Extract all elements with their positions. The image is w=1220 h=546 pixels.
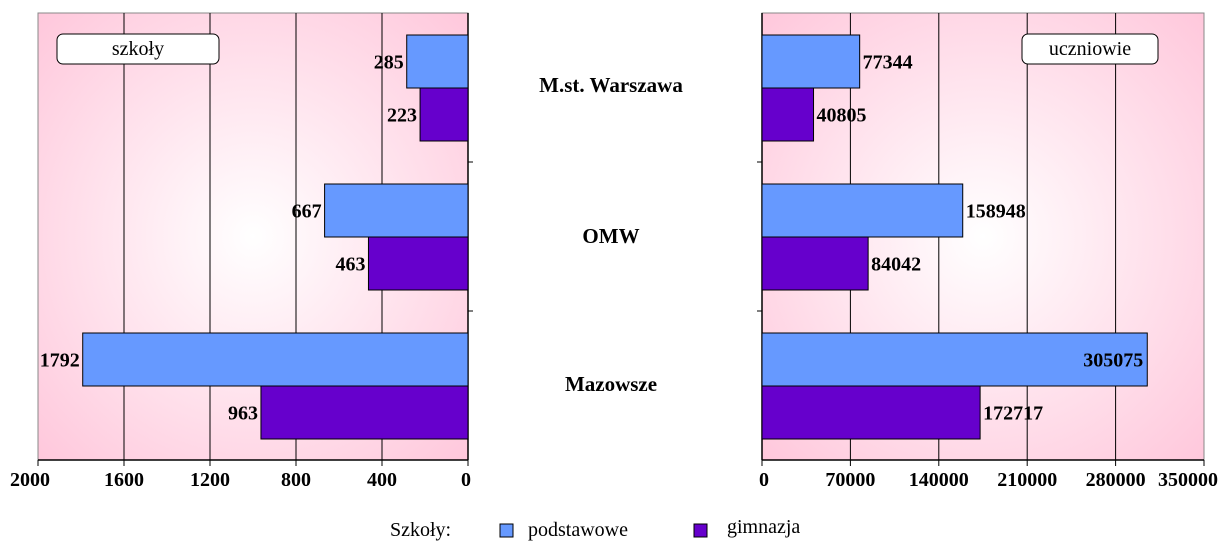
right-x-tick-labels: 0 70000 140000 210000 280000 350000 [759, 469, 1218, 491]
right-bar-label-m-st-warszawa-gimnazja: 40805 [817, 105, 867, 127]
left-bar-label-m-st-warszawa-gimnazja: 223 [387, 105, 417, 127]
category-labels: M.st. Warszawa OMW Mazowsze [539, 73, 683, 396]
right-x-tick-0: 0 [759, 469, 769, 491]
right-bar-label-mazowsze-gimnazja: 172717 [983, 403, 1043, 425]
right-bar-mazowsze-gimnazja [761, 385, 981, 440]
left-bar-label-omw-podstawowe: 667 [292, 201, 322, 223]
category-label-warszawa: M.st. Warszawa [539, 73, 683, 97]
left-bar-label-mazowsze-podstawowe: 1792 [40, 350, 80, 372]
legend-swatch-podstawowe [499, 523, 514, 538]
left-bar-m-st-warszawa-gimnazja [419, 87, 469, 142]
right-bar-m-st-warszawa-gimnazja [761, 87, 815, 142]
right-chart-title: uczniowie [1049, 38, 1131, 60]
left-bar-omw-gimnazja [367, 236, 469, 291]
left-x-tick-labels: 2000 1600 1200 800 400 0 [10, 469, 471, 491]
category-label-mazowsze: Mazowsze [565, 372, 657, 396]
right-bar-m-st-warszawa-podstawowe [761, 34, 861, 89]
legend: Szkoły: podstawowe gimnazja [390, 516, 800, 541]
right-bar-omw-podstawowe [761, 183, 964, 238]
right-bar-omw-gimnazja [761, 236, 869, 291]
left-bar-mazowsze-gimnazja [260, 385, 469, 440]
left-x-tick-400: 400 [367, 469, 397, 491]
legend-label-gimnazja: gimnazja [727, 516, 800, 538]
right-bar-labels: 77344 40805 158948 84042 305075 172717 [817, 52, 1144, 425]
right-bar-mazowsze-podstawowe [761, 332, 1148, 387]
legend-label-podstawowe: podstawowe [528, 519, 628, 541]
right-title-box: uczniowie [1021, 33, 1159, 65]
left-bar-label-omw-gimnazja: 463 [335, 254, 365, 276]
left-bar-omw-podstawowe [324, 183, 469, 238]
right-x-tick-210000: 210000 [997, 469, 1057, 491]
left-x-tick-1200: 1200 [190, 469, 230, 491]
legend-prefix: Szkoły: [390, 519, 451, 541]
right-bar-label-omw-podstawowe: 158948 [966, 201, 1026, 223]
left-bar-labels: 285 223 667 463 1792 963 [40, 52, 417, 425]
category-label-omw: OMW [582, 224, 639, 248]
left-x-tick-1600: 1600 [104, 469, 144, 491]
left-bars [82, 34, 469, 440]
right-bar-label-omw-gimnazja: 84042 [871, 254, 921, 276]
left-chart-title: szkoły [112, 38, 164, 60]
right-bar-label-mazowsze-podstawowe: 305075 [1083, 350, 1143, 372]
left-bar-label-mazowsze-gimnazja: 963 [228, 403, 258, 425]
right-bars [761, 34, 1148, 440]
left-x-tick-2000: 2000 [10, 469, 50, 491]
left-x-tick-800: 800 [281, 469, 311, 491]
left-x-tick-0: 0 [461, 469, 471, 491]
right-x-tick-140000: 140000 [909, 469, 969, 491]
right-x-tick-350000: 350000 [1158, 469, 1218, 491]
right-chart-panel: 77344 40805 158948 84042 305075 172717 0 70000… [757, 12, 1218, 491]
right-x-tick-280000: 280000 [1086, 469, 1146, 491]
left-bar-label-m-st-warszawa-podstawowe: 285 [374, 52, 404, 74]
left-bar-m-st-warszawa-podstawowe [406, 34, 469, 89]
right-bar-label-m-st-warszawa-podstawowe: 77344 [863, 52, 913, 74]
left-bar-mazowsze-podstawowe [82, 332, 469, 387]
left-title-box: szkoły [56, 33, 220, 65]
legend-swatch-gimnazja [693, 523, 708, 538]
right-x-tick-70000: 70000 [825, 469, 875, 491]
